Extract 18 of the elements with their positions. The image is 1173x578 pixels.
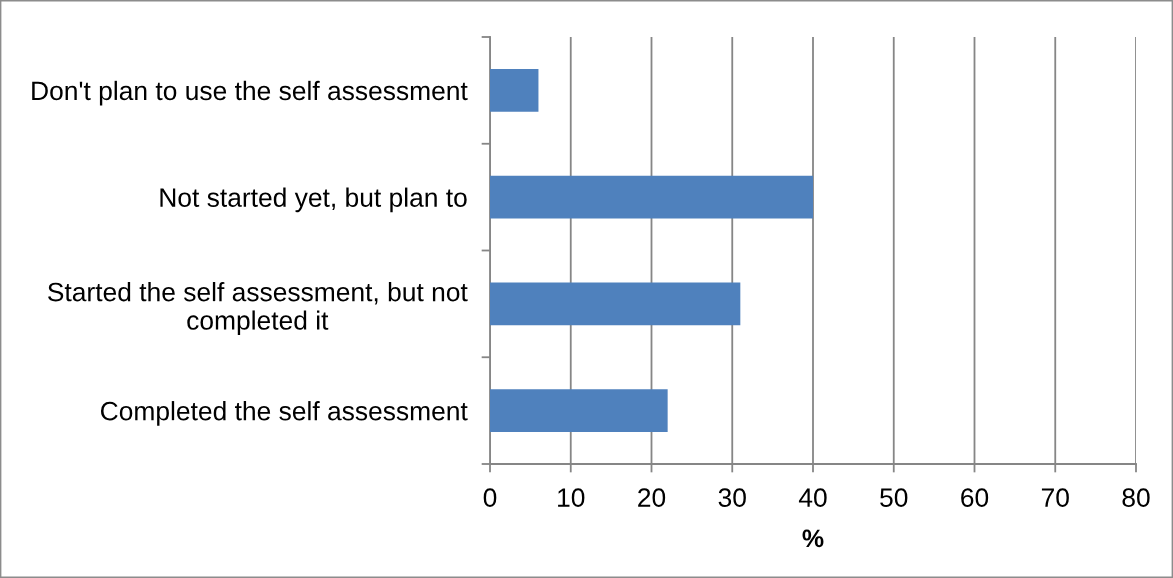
x-tick-label: 80 — [1122, 488, 1150, 507]
bar — [490, 69, 539, 112]
x-tick-label: 70 — [1041, 488, 1069, 507]
bar — [490, 175, 813, 219]
x-tick-label: 10 — [558, 488, 585, 507]
x-tick-label: 50 — [880, 488, 908, 507]
x-tick-label: 30 — [718, 488, 746, 507]
x-tick-label: 60 — [961, 488, 989, 507]
y-tick-label: Not started yet, but plan to — [160, 187, 467, 213]
bar — [490, 389, 668, 432]
bar — [490, 282, 741, 326]
x-tick-label: 40 — [798, 488, 827, 507]
y-tick-label: Completed the self assessment — [100, 401, 468, 426]
x-tick-label: 20 — [638, 488, 666, 507]
x-tick-label: 0 — [483, 488, 497, 507]
y-tick-label: Don't plan to use the self assessment — [32, 80, 468, 106]
x-axis-title: % — [802, 529, 824, 548]
y-tick-label: Started the self assessment, but not completed it — [48, 282, 468, 336]
